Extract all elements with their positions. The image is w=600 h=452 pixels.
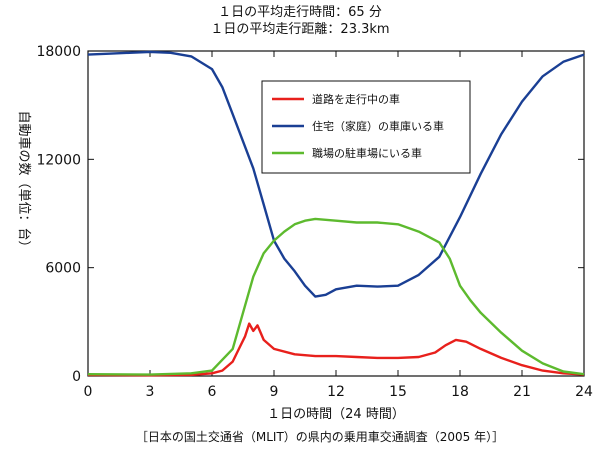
legend-label-1: 住宅（家庭）の車庫いる車	[312, 119, 444, 133]
x-tick-label: 0	[84, 384, 93, 400]
x-axis-title: １日の時間（24 時間）	[267, 407, 405, 422]
legend-label-0: 道路を走行中の車	[312, 92, 400, 106]
series-line-0	[87, 322, 585, 377]
y-tick-label: 18000	[36, 44, 81, 60]
series-line-1	[87, 50, 585, 298]
legend-label-2: 職場の駐車場にいる車	[312, 146, 422, 160]
chart-subtitle-avg-distance: １日の平均走行距離：23.3km	[210, 22, 390, 37]
x-tick-label: 12	[327, 384, 345, 400]
x-tick-label: 3	[146, 384, 155, 400]
y-tick-label: 6000	[45, 261, 81, 277]
source-note: ［日本の国土交通省（MLIT）の県内の乗用車交通調査（2005 年）］	[136, 429, 504, 444]
x-tick-label: 6	[208, 384, 217, 400]
x-tick-label: 24	[575, 384, 593, 400]
x-tick-label: 21	[513, 384, 531, 400]
series-line-2	[87, 217, 585, 376]
x-tick-label: 18	[451, 384, 469, 400]
chart-subtitle-avg-time: １日の平均走行時間：65 分	[218, 5, 382, 20]
y-tick-label: 0	[72, 369, 81, 385]
y-tick-label: 12000	[36, 152, 81, 168]
y-axis-title: 自動車の数（単位：台）	[16, 110, 32, 253]
x-tick-label: 15	[389, 384, 407, 400]
x-tick-label: 9	[270, 384, 279, 400]
